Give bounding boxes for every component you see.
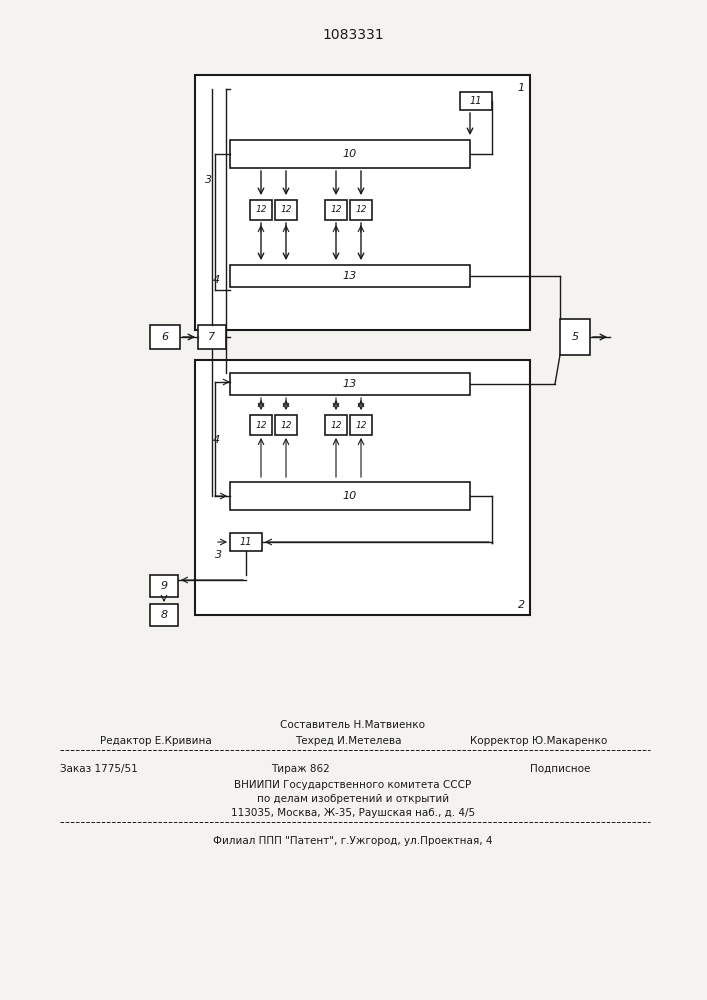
Text: 2: 2 — [518, 600, 525, 610]
Text: 5: 5 — [571, 332, 578, 342]
Bar — [560, 319, 590, 355]
Bar — [230, 140, 470, 168]
Text: 7: 7 — [209, 332, 216, 342]
Bar — [250, 415, 272, 435]
Bar — [350, 415, 372, 435]
Bar — [230, 482, 470, 510]
Text: 11: 11 — [469, 96, 482, 106]
Text: 12: 12 — [355, 206, 367, 215]
Text: 8: 8 — [160, 610, 168, 620]
Text: Техред И.Метелева: Техред И.Метелева — [295, 736, 402, 746]
Text: 6: 6 — [161, 332, 168, 342]
Text: Составитель Н.Матвиенко: Составитель Н.Матвиенко — [281, 720, 426, 730]
Text: 1: 1 — [518, 83, 525, 93]
Text: 113035, Москва, Ж-35, Раушская наб., д. 4/5: 113035, Москва, Ж-35, Раушская наб., д. … — [231, 808, 475, 818]
Bar — [150, 575, 178, 597]
Text: 9: 9 — [160, 581, 168, 591]
Text: 12: 12 — [280, 206, 292, 215]
Bar — [150, 604, 178, 626]
Text: 12: 12 — [255, 206, 267, 215]
Bar — [460, 92, 492, 110]
Bar — [250, 200, 272, 220]
Bar — [205, 85, 520, 320]
Bar — [195, 75, 530, 330]
Text: ВНИИПИ Государственного комитета СССР: ВНИИПИ Государственного комитета СССР — [235, 780, 472, 790]
Text: 13: 13 — [343, 379, 357, 389]
Text: 12: 12 — [355, 420, 367, 430]
Text: 3: 3 — [205, 175, 212, 185]
Bar — [215, 185, 510, 315]
Text: Филиал ППП "Патент", г.Ужгород, ул.Проектная, 4: Филиал ППП "Патент", г.Ужгород, ул.Проек… — [214, 836, 493, 846]
Text: Корректор Ю.Макаренко: Корректор Ю.Макаренко — [470, 736, 607, 746]
Text: Подписное: Подписное — [530, 764, 590, 774]
Text: 12: 12 — [280, 420, 292, 430]
Bar — [195, 360, 530, 615]
Text: 12: 12 — [330, 206, 341, 215]
Text: 12: 12 — [330, 420, 341, 430]
Bar — [325, 415, 347, 435]
Text: 13: 13 — [343, 271, 357, 281]
Bar — [230, 373, 470, 395]
Text: 4: 4 — [213, 435, 220, 445]
Bar — [215, 365, 510, 510]
Text: 12: 12 — [255, 420, 267, 430]
Text: 3: 3 — [215, 550, 222, 560]
Bar — [205, 370, 520, 605]
Bar — [350, 200, 372, 220]
Bar — [325, 200, 347, 220]
Text: Тираж 862: Тираж 862 — [271, 764, 329, 774]
Bar — [275, 415, 297, 435]
Text: Редактор Е.Кривина: Редактор Е.Кривина — [100, 736, 212, 746]
Bar — [275, 200, 297, 220]
Text: 11: 11 — [240, 537, 252, 547]
Text: 10: 10 — [343, 149, 357, 159]
Text: 10: 10 — [343, 491, 357, 501]
Bar — [150, 325, 180, 349]
Bar — [230, 533, 262, 551]
Bar — [198, 325, 226, 349]
Bar — [230, 265, 470, 287]
Text: 4: 4 — [213, 275, 220, 285]
Text: по делам изобретений и открытий: по делам изобретений и открытий — [257, 794, 449, 804]
Text: Заказ 1775/51: Заказ 1775/51 — [60, 764, 138, 774]
Text: 1083331: 1083331 — [322, 28, 384, 42]
